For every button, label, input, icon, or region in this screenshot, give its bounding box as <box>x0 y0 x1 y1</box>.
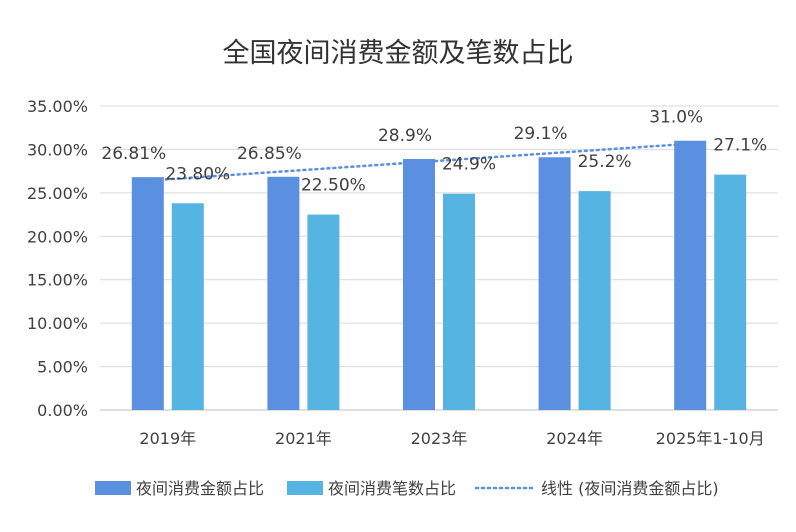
legend-swatch-count <box>287 481 323 495</box>
legend-label-amount: 夜间消费金额占比 <box>136 479 264 498</box>
bar-amount <box>538 157 571 410</box>
bar-amount <box>674 140 707 410</box>
trendline-group <box>146 142 692 182</box>
y-tick-label: 35.00% <box>27 97 88 116</box>
y-tick-label: 0.00% <box>37 401 88 420</box>
data-label: 27.1% <box>713 136 767 156</box>
bar-count <box>171 203 204 410</box>
data-labels: 26.81%23.80% 26.85% 22.50% 28.9% 24.9% 29.1% 2… <box>101 108 767 196</box>
bar-amount <box>267 176 300 410</box>
bar-count <box>443 193 475 410</box>
data-label: 29.1% <box>514 124 568 144</box>
data-label: 23.80% <box>165 164 230 184</box>
y-tick-label: 10.00% <box>27 314 88 333</box>
legend-label-trendline: 线性 (夜间消费金额占比) <box>541 479 719 498</box>
bar-amount <box>403 158 435 410</box>
y-tick-label: 15.00% <box>27 271 88 290</box>
x-tick-label: 2021年 <box>275 429 332 448</box>
data-label: 31.0% <box>649 108 703 128</box>
y-tick-label: 20.00% <box>27 227 88 246</box>
x-tick-label: 2024年 <box>546 429 603 448</box>
bars <box>131 140 747 410</box>
gridlines <box>100 105 778 411</box>
data-label: 24.9% <box>442 155 496 175</box>
bar-count <box>307 214 340 410</box>
chart-title: 全国夜间消费金额及笔数占比 <box>223 38 574 69</box>
data-label: 25.2% <box>578 152 632 172</box>
legend-label-count: 夜间消费笔数占比 <box>328 479 456 498</box>
legend-swatch-amount <box>95 481 131 495</box>
legend: 夜间消费金额占比 夜间消费笔数占比 线性 (夜间消费金额占比) <box>95 479 719 498</box>
bar-amount <box>131 177 164 410</box>
data-label: 28.9% <box>378 126 432 146</box>
y-tick-label: 25.00% <box>27 184 88 203</box>
bar-count <box>714 174 747 410</box>
trendline <box>146 142 692 182</box>
x-tick-label: 2025年1-10月 <box>656 429 765 448</box>
y-tick-label: 30.00% <box>27 140 88 159</box>
y-axis-ticks: 0.00% 5.00% 10.00% 15.00% 20.00% 25.00% 30.00%… <box>27 97 88 420</box>
x-axis-ticks: 2019年 2021年 2023年 2024年 2025年1-10月 <box>139 429 764 448</box>
bar-count <box>578 191 611 410</box>
data-label: 22.50% <box>301 176 366 196</box>
x-tick-label: 2019年 <box>139 429 196 448</box>
y-tick-label: 5.00% <box>37 358 88 377</box>
x-tick-label: 2023年 <box>411 429 468 448</box>
data-label: 26.85% <box>237 144 302 164</box>
data-label: 26.81% <box>101 144 166 164</box>
